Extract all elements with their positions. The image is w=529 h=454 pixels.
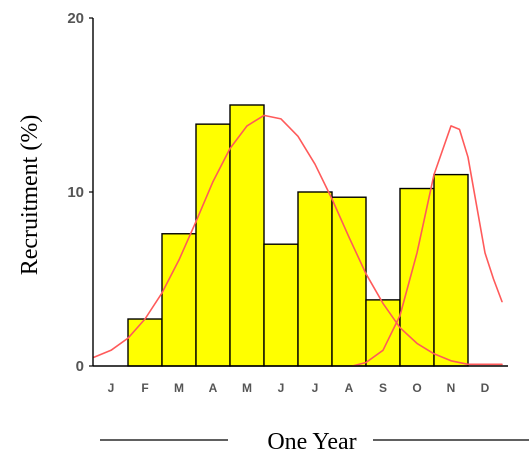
- bar-8: [331, 196, 367, 367]
- x-tick-label-8: S: [379, 381, 387, 395]
- bar-5: [229, 104, 265, 367]
- bar-2: [127, 318, 163, 367]
- x-tick-label-7: A: [345, 381, 354, 395]
- x-tick-label-0: J: [108, 381, 115, 395]
- x-tick-label-4: M: [242, 381, 252, 395]
- y-tick-label-2: 20: [67, 10, 84, 27]
- y-tick-label-0: 0: [76, 358, 84, 375]
- bar-3: [161, 233, 197, 367]
- x-tick-label-2: M: [174, 381, 184, 395]
- y-tick-label-1: 10: [67, 184, 84, 201]
- x-tick-label-9: O: [412, 381, 421, 395]
- x-axis-title: One Year: [267, 429, 356, 454]
- fit-curve-1: [93, 114, 503, 366]
- x-tick-label-1: F: [141, 381, 148, 395]
- x-tick-label-10: N: [447, 381, 456, 395]
- y-axis-title: Recruitment (%): [17, 115, 43, 276]
- bar-6: [263, 243, 299, 367]
- axes-layer: [89, 17, 508, 367]
- bars-layer: [127, 104, 469, 367]
- x-tick-label-6: J: [312, 381, 319, 395]
- fit-curve-2: [351, 125, 503, 367]
- bar-10: [399, 187, 435, 367]
- x-tick-label-11: D: [481, 381, 490, 395]
- x-tick-label-3: A: [209, 381, 218, 395]
- bar-9: [365, 299, 401, 367]
- x-tick-label-5: J: [278, 381, 285, 395]
- curves-layer: [93, 114, 503, 367]
- labels-layer: 0 10 20 J F M A M J J A S O N D: [67, 10, 489, 395]
- bar-7: [297, 191, 333, 367]
- bar-11: [433, 173, 469, 367]
- bar-4: [195, 123, 231, 367]
